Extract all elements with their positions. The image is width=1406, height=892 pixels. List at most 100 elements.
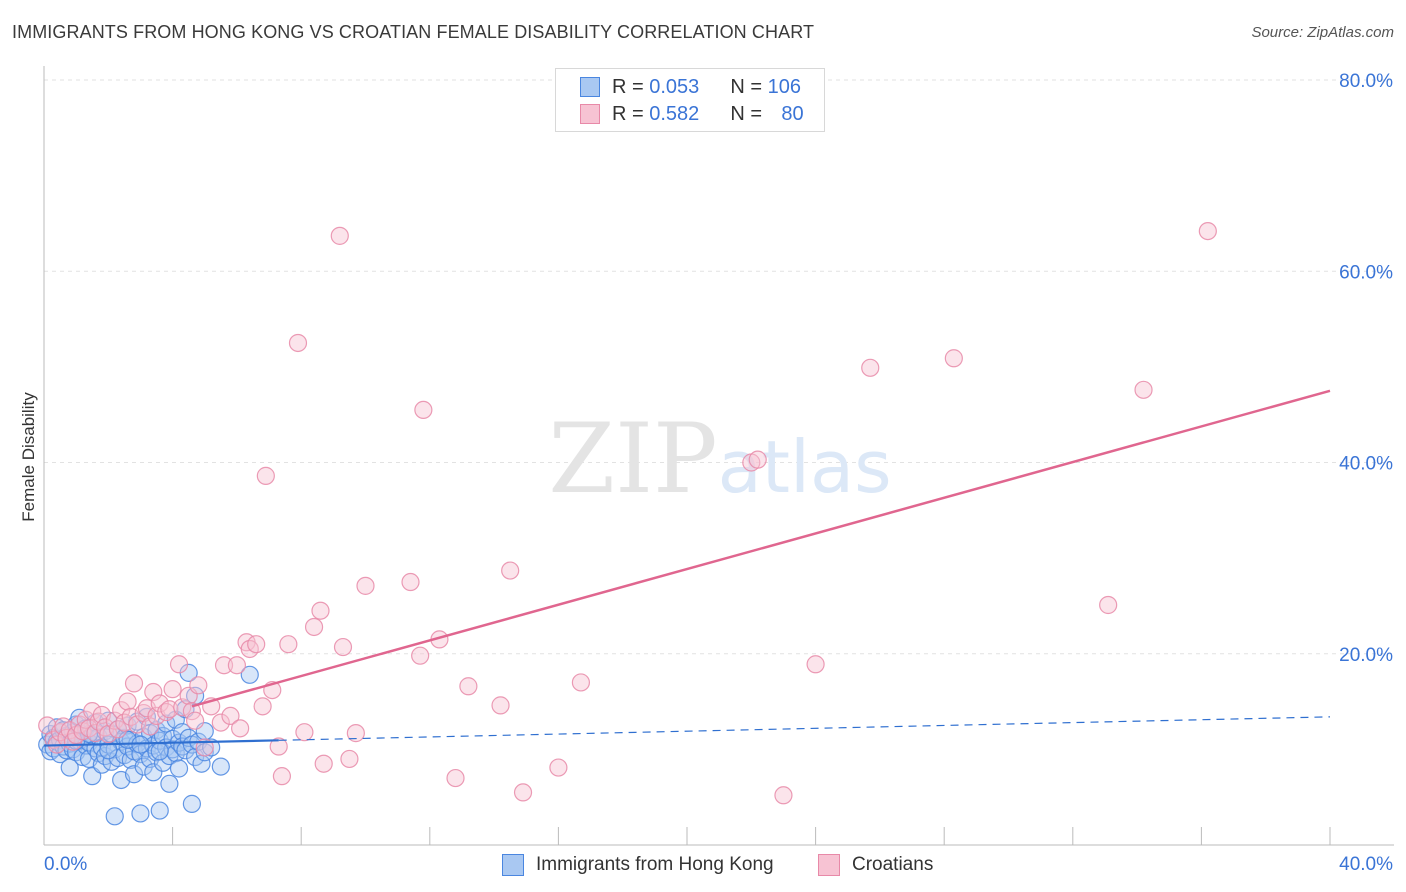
croatian-point [549,758,568,777]
croatians-swatch [580,104,600,124]
croatian-point [83,702,102,721]
croatian-point [189,676,208,695]
croatian-point [186,711,205,730]
croatian-point [501,561,520,580]
legend-n-label: N = [730,75,763,98]
croatian-point [256,466,275,485]
croatian-point [163,680,182,699]
correlation-legend: R = 0.053 N = 106 R = 0.582 N = 80 [555,68,825,132]
croatian-point [806,655,825,674]
croatian-point [144,682,163,702]
croatian-point [774,786,793,805]
legend-row-croatians: R = 0.582 N = 80 [580,102,804,126]
hong-kong-point [182,794,201,813]
croatian-point [401,572,420,592]
croatian-point [272,767,292,786]
croatian-point [214,656,234,675]
hong-kong-point [150,801,169,820]
tick-labels: 20.0% 40.0% 60.0% 80.0% 0.0% 40.0% [44,71,1393,875]
croatian-point [1099,595,1118,615]
croatian-point [748,450,767,469]
croatians-legend-swatch [818,854,840,876]
axis-layer [43,66,1394,846]
hong-kong-point [105,807,124,826]
croatian-point [333,637,353,657]
croatian-point [108,720,128,739]
croatian-point [86,724,105,743]
hong-kong-point [211,757,230,776]
croatian-point [140,717,160,736]
hong-kong-point [150,742,169,761]
hong-kong-point [169,759,189,778]
legend-r-label: R = [612,102,644,125]
croatian-point [211,713,230,732]
croatian-point [118,692,137,711]
legend-r-value: 0.582 [649,102,700,125]
legend-n-value: 80 [781,102,804,125]
croatian-point [124,674,144,693]
croatian-point [279,635,298,654]
croatian-point [247,635,266,654]
croatian-point [269,737,288,756]
croatian-point [182,702,201,721]
hong-kong-swatch [580,77,600,97]
hong-kong-point [60,758,79,777]
y-tick-label: 60.0% [1339,262,1393,283]
croatian-point [1198,221,1217,241]
hong-kong-legend-label: Immigrants from Hong Kong [536,854,774,875]
croatian-point [173,698,192,717]
croatian-point [231,719,250,738]
croatian-points [38,221,1217,805]
croatian-point [253,697,272,716]
hong-kong-trend-dashed [278,716,1331,741]
croatian-point [1134,380,1153,399]
grid-layer [44,79,1394,655]
watermark: ZIPatlas [548,403,891,515]
croatian-point [944,349,963,368]
croatian-point [571,673,591,692]
hong-kong-point [153,753,173,772]
series-legend-croatians: Croatians [818,852,933,878]
croatian-point [346,724,365,743]
series-legend-hong-kong: Immigrants from Hong Kong [502,852,774,878]
croatian-point [295,723,314,742]
chart-title: IMMIGRANTS FROM HONG KONG VS CROATIAN FE… [12,22,815,42]
croatian-point [411,646,430,665]
croatian-point [304,617,324,637]
hong-kong-point [99,741,118,760]
croatian-point [340,749,359,769]
legend-r-label: R = [612,75,644,98]
trend-lines [43,389,1331,747]
y-tick-label: 40.0% [1339,454,1393,475]
croatian-point [861,358,880,377]
x-tick-label: 40.0% [1339,854,1393,875]
hong-kong-legend-swatch [502,854,524,876]
croatian-point [311,601,330,620]
croatian-point [169,655,189,674]
croatian-point [414,400,433,420]
x-tick-label: 0.0% [44,854,87,875]
croatian-point [227,656,246,675]
hong-kong-point [124,765,144,784]
legend-row-hong-kong: R = 0.053 N = 106 [580,75,801,99]
hong-kong-point [202,738,221,757]
croatians-trend [191,389,1331,708]
legend-n-label: N = [730,102,763,125]
croatian-point [446,768,465,788]
croatian-point [314,754,333,773]
croatian-point [288,333,308,353]
croatian-point [356,576,375,595]
hong-kong-point [144,763,163,782]
chart-source: Source: ZipAtlas.com [1251,24,1394,41]
croatians-legend-label: Croatians [852,854,934,875]
hong-kong-point [240,665,259,684]
croatian-point [195,738,214,757]
croatian-point [513,783,533,802]
hong-kong-point [186,747,205,767]
legend-r-value: 0.053 [649,75,700,98]
watermark-text: ZIPatlas [548,403,891,515]
croatian-point [491,696,510,715]
croatian-point [330,226,349,245]
croatian-point [459,677,478,696]
